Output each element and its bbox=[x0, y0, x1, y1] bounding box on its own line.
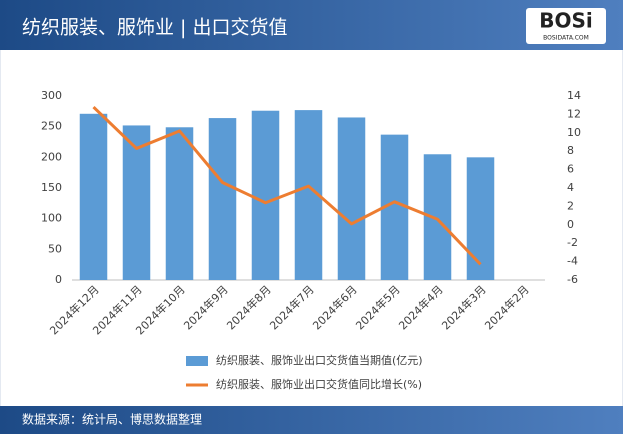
bar bbox=[165, 127, 194, 280]
bar bbox=[122, 125, 151, 280]
legend-label: 纺织服装、服饰业出口交货值同比增长(%) bbox=[216, 377, 422, 391]
y-tick-label: 300 bbox=[41, 89, 62, 102]
y2-tick-label: -4 bbox=[567, 255, 578, 268]
logo-site: BOSIDATA.COM bbox=[543, 35, 589, 42]
logo: BOSi bbox=[539, 9, 593, 33]
y2-tick-label: -2 bbox=[567, 236, 578, 249]
y2-tick-label: 6 bbox=[567, 163, 574, 176]
y2-tick-label: 0 bbox=[567, 218, 574, 231]
y2-tick-label: 12 bbox=[567, 107, 581, 120]
y2-tick-label: 4 bbox=[567, 181, 574, 194]
y2-tick-label: 10 bbox=[567, 126, 581, 139]
y2-tick-label: 8 bbox=[567, 144, 574, 157]
logo-box bbox=[526, 8, 606, 44]
bar bbox=[208, 118, 237, 280]
y2-tick-label: 2 bbox=[567, 199, 574, 212]
bar bbox=[79, 113, 108, 280]
footer-band bbox=[0, 406, 623, 434]
legend-label: 纺织服装、服饰业出口交货值当期值(亿元) bbox=[216, 353, 423, 367]
bar bbox=[337, 117, 366, 280]
bar bbox=[423, 154, 452, 280]
y-tick-label: 0 bbox=[55, 273, 62, 286]
bar bbox=[251, 110, 280, 280]
y-tick-label: 250 bbox=[41, 120, 62, 133]
y-tick-label: 200 bbox=[41, 150, 62, 163]
line bbox=[92, 105, 482, 266]
y2-tick-label: -6 bbox=[567, 273, 578, 286]
chart-title: 纺织服装、服饰业 | 出口交货值 bbox=[22, 17, 287, 39]
y-tick-label: 150 bbox=[41, 181, 62, 194]
source: 数据来源：统计局、博思数据整理 bbox=[22, 412, 202, 427]
y2-tick-label: 14 bbox=[567, 89, 581, 102]
header-band bbox=[0, 0, 623, 50]
y-tick-label: 100 bbox=[41, 212, 62, 225]
y-tick-label: 50 bbox=[48, 242, 62, 255]
legend-swatch bbox=[186, 356, 208, 366]
bar bbox=[466, 157, 495, 280]
